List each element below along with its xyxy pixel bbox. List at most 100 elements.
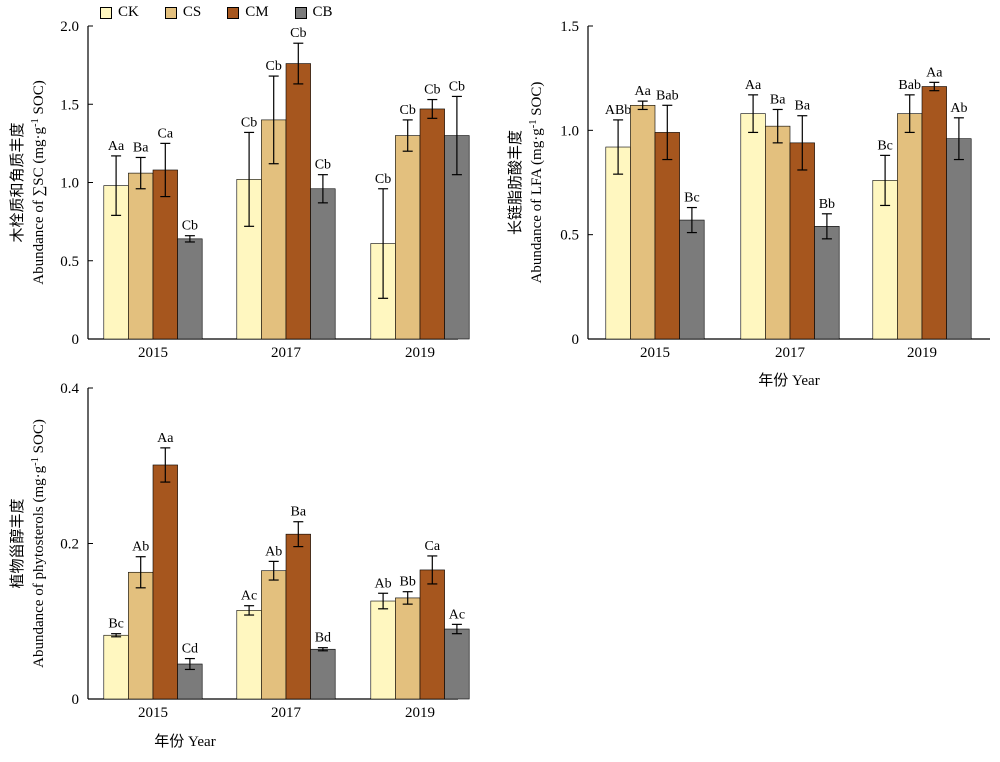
- y-tick-label: 2.0: [60, 19, 79, 35]
- y-axis-label-en: Abundance of ∑SC (mg·g-1 SOC): [30, 80, 48, 284]
- significance-label: Bab: [898, 78, 921, 93]
- significance-label: Ca: [425, 539, 441, 554]
- y-tick-label: 0: [72, 692, 80, 708]
- significance-label: Aa: [745, 78, 762, 93]
- bar: [630, 104, 656, 340]
- significance-label: Ac: [449, 607, 465, 622]
- significance-label: Ca: [158, 126, 174, 141]
- significance-label: Cb: [241, 115, 257, 130]
- y-axis-label-cn: 植物甾醇丰度: [9, 498, 26, 588]
- significance-label: Ba: [795, 99, 811, 114]
- bar: [261, 570, 287, 700]
- legend-item-cm: CM: [227, 4, 269, 21]
- significance-label: Ba: [133, 140, 149, 155]
- legend-swatch-ck: [100, 6, 112, 19]
- significance-label: Aa: [635, 84, 652, 99]
- y-tick-label: 0: [572, 332, 580, 348]
- legend-swatch-cb: [294, 6, 307, 19]
- bar: [177, 238, 203, 340]
- bar: [103, 634, 129, 700]
- bar: [419, 569, 445, 700]
- y-axis-label-en: Abundance of LFA (mg·g-1 SOC): [528, 82, 546, 284]
- bar: [872, 180, 898, 340]
- chart-panel-sc: 0 0.5 1.0 1.5 2.0 木栓质和角质丰度 Abundance of ∑SC (m…: [9, 19, 470, 361]
- bar: [444, 628, 470, 700]
- bar: [654, 132, 680, 340]
- legend-label-cb: CB: [312, 4, 333, 20]
- bar: [285, 63, 311, 340]
- legend-item-cs: CS: [164, 4, 202, 21]
- y-tick-label: 0.5: [560, 228, 579, 244]
- significance-label: Cb: [266, 59, 282, 74]
- bar: [921, 86, 947, 340]
- significance-label: Cb: [182, 219, 198, 234]
- y-tick-label: 0.4: [60, 381, 79, 397]
- significance-label: Cb: [290, 26, 306, 41]
- x-tick-label: 2015: [640, 345, 670, 361]
- legend-item-ck: CK: [100, 4, 139, 21]
- bar: [128, 571, 154, 700]
- chart-panel-phytosterols: 0 0.2 0.4 植物甾醇丰度 Abundance of phytosterols (…: [9, 381, 470, 750]
- significance-label: Ac: [241, 589, 257, 604]
- y-tick-label: 0: [72, 332, 80, 348]
- x-tick-label: 2019: [405, 345, 435, 361]
- bar: [605, 146, 631, 340]
- legend-swatch-cs: [164, 6, 177, 19]
- significance-label: Ab: [265, 544, 282, 559]
- legend-item-cb: CB: [294, 4, 333, 21]
- legend: CK CS CM CB: [100, 4, 333, 21]
- bar: [370, 600, 396, 700]
- bar: [814, 226, 840, 340]
- x-tick-label: 2017: [271, 705, 302, 721]
- significance-label: Ab: [132, 540, 149, 555]
- significance-label: Aa: [157, 431, 174, 446]
- significance-label: Aa: [108, 139, 125, 154]
- bar: [128, 172, 154, 340]
- legend-label-cs: CS: [182, 4, 202, 20]
- significance-label: Bab: [656, 88, 679, 103]
- significance-label: Bc: [877, 138, 893, 153]
- y-tick-label: 0.2: [60, 537, 79, 553]
- significance-label: Cb: [375, 172, 391, 187]
- significance-label: Bc: [684, 191, 700, 206]
- y-tick-label: 1.0: [560, 123, 579, 139]
- significance-label: Cd: [182, 642, 198, 657]
- bar: [285, 533, 311, 700]
- significance-label: Ab: [375, 576, 392, 591]
- bar: [236, 610, 262, 700]
- bar: [395, 597, 421, 700]
- x-tick-label: 2019: [405, 705, 435, 721]
- significance-label: Cb: [400, 103, 416, 118]
- significance-label: ABb: [605, 103, 631, 118]
- bar: [897, 113, 923, 340]
- bar: [152, 169, 178, 340]
- x-tick-label: 2015: [138, 345, 168, 361]
- x-tick-label: 2019: [907, 345, 937, 361]
- bar: [152, 464, 178, 700]
- significance-label: Cb: [315, 158, 331, 173]
- bar: [765, 125, 791, 340]
- x-axis-label: 年份 Year: [758, 372, 819, 389]
- y-axis-label-cn: 长链脂肪酸丰度: [507, 130, 524, 235]
- significance-label: Ab: [950, 101, 967, 116]
- significance-label: Bb: [400, 575, 416, 590]
- bar: [395, 135, 421, 340]
- y-axis-label-cn: 木栓质和角质丰度: [9, 122, 26, 242]
- x-tick-label: 2017: [775, 345, 806, 361]
- bar: [310, 188, 336, 340]
- bar: [419, 108, 445, 340]
- significance-label: Ba: [291, 505, 307, 520]
- y-tick-label: 1.0: [60, 176, 79, 192]
- significance-label: Bc: [108, 617, 124, 632]
- significance-label: Cb: [449, 79, 465, 94]
- legend-swatch-cm: [227, 6, 240, 19]
- y-axis-label-en: Abundance of phytosterols (mg·g-1 SOC): [30, 419, 48, 668]
- chart-panel-lfa: 0 0.5 1.0 1.5 长链脂肪酸丰度 Abundance of LFA (mg·g-…: [507, 19, 990, 389]
- x-axis-label: 年份 Year: [154, 733, 215, 750]
- y-tick-label: 1.5: [560, 19, 579, 35]
- bar: [679, 219, 705, 340]
- bar: [789, 142, 815, 340]
- bar: [310, 648, 336, 700]
